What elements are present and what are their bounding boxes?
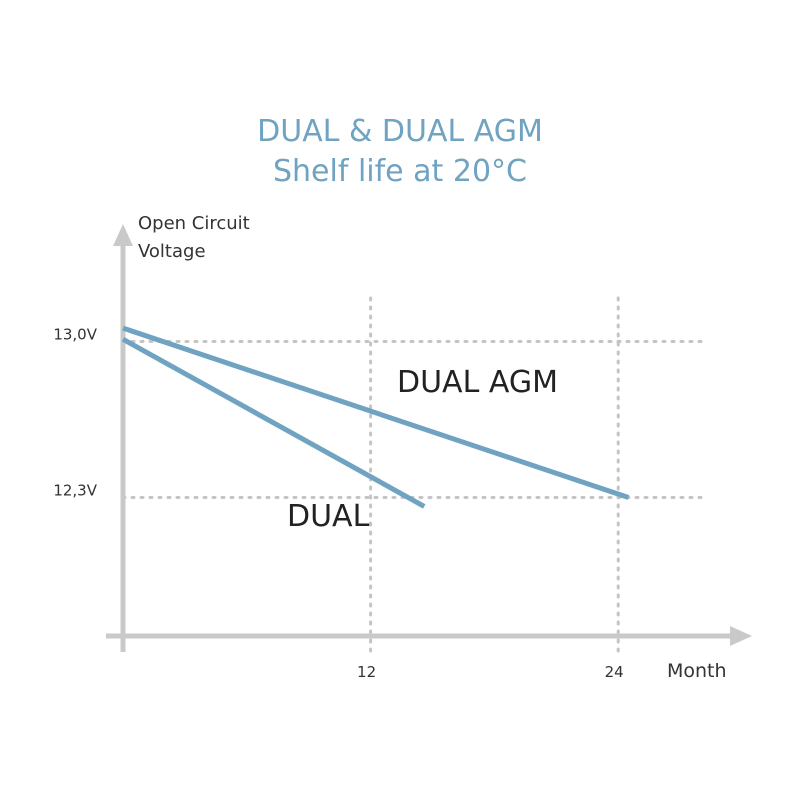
series-line-dual-agm	[122, 325, 630, 500]
chart-title: DUAL & DUAL AGM	[257, 114, 543, 149]
x-tick-label-1: 24	[605, 663, 624, 681]
y-tick-label-1: 12,3V	[53, 482, 97, 500]
grid-layer	[121, 296, 707, 654]
y-axis-label: Open Circuit Voltage	[138, 210, 250, 266]
series-label-dual: DUAL	[287, 499, 370, 534]
axes-layer	[106, 224, 752, 652]
y-axis-arrow-icon	[113, 224, 133, 246]
y-axis-label-line1: Open Circuit	[138, 213, 250, 234]
y-tick-label-0: 13,0V	[53, 325, 97, 343]
series-layer	[121, 325, 630, 509]
y-axis-label-line2: Voltage	[138, 241, 206, 262]
x-tick-label-0: 12	[357, 663, 376, 681]
series-line-dual	[121, 337, 426, 509]
x-axis-label: Month	[667, 660, 727, 682]
series-label-dual-agm: DUAL AGM	[397, 365, 558, 400]
labels-layer: DUAL AGM DUAL 13,0V 12,3V 12 24 Month	[53, 325, 726, 682]
x-axis-arrow-icon	[730, 626, 752, 646]
chart-subtitle: Shelf life at 20°C	[273, 154, 527, 189]
